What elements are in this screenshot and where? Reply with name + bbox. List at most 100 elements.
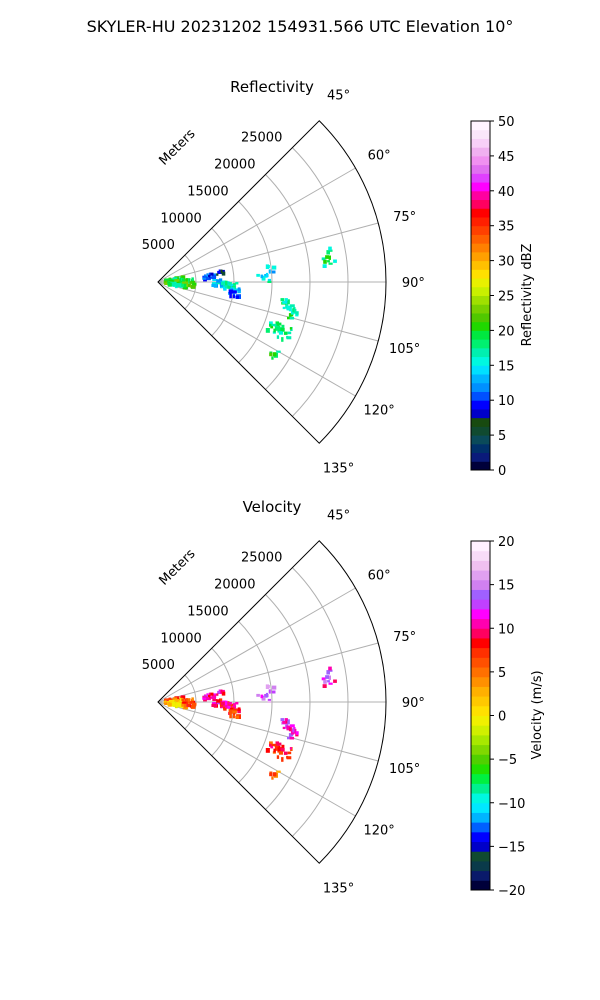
echo-gate <box>164 700 167 703</box>
echo-gate <box>172 697 178 700</box>
echo-gate <box>295 731 299 735</box>
echo-gate <box>170 702 175 707</box>
colorbar-segment <box>471 129 490 139</box>
echo-gate <box>181 278 185 282</box>
azimuth-gridline <box>157 222 379 283</box>
echo-gate <box>192 282 197 286</box>
colorbar-segment <box>471 608 490 620</box>
echo-gate <box>269 321 273 326</box>
echo-gate <box>174 279 180 282</box>
azimuth-tick-label: 120° <box>363 404 394 419</box>
echo-gate <box>275 321 279 326</box>
colorbar-segment <box>471 234 490 244</box>
echo-gate <box>206 697 210 700</box>
echo-gate <box>202 697 207 700</box>
range-tick-label: 5000 <box>142 658 175 673</box>
echo-gate <box>277 742 282 746</box>
colorbar-segment <box>471 734 490 746</box>
echo-gate <box>286 756 292 760</box>
range-tick-label: 10000 <box>160 211 201 226</box>
echo-gate <box>271 690 276 694</box>
echo-gate <box>323 679 327 684</box>
echo-gate <box>265 692 268 697</box>
figure-title: SKYLER-HU 20231202 154931.566 UTC Elevat… <box>87 17 514 36</box>
range-tick-label: 5000 <box>142 238 175 253</box>
radar-echoes <box>163 246 337 360</box>
echo-gate <box>277 322 282 326</box>
echo-gate <box>216 282 222 285</box>
colorbar-segment <box>471 657 490 668</box>
echo-gate <box>217 690 221 694</box>
echo-gate <box>172 699 175 702</box>
colorbar-segment <box>471 705 490 716</box>
echo-gate <box>172 277 178 280</box>
reflectivity-range-axis-label: Meters <box>157 126 199 168</box>
colorbar-segment <box>471 190 490 201</box>
echo-gate <box>277 327 282 332</box>
echo-gate <box>289 724 295 728</box>
azimuth-gridline <box>157 642 379 703</box>
colorbar-segment <box>471 570 490 581</box>
colorbar-tick-label: 15 <box>498 359 515 374</box>
echo-gate <box>267 278 271 282</box>
colorbar-segment <box>471 155 490 166</box>
echo-gate <box>327 260 330 263</box>
echo-gate <box>220 269 223 274</box>
echo-gate <box>276 335 280 339</box>
colorbar-segment <box>471 391 490 401</box>
echo-gate <box>216 693 219 696</box>
echo-gate <box>269 323 272 327</box>
echo-gate <box>208 272 211 277</box>
echo-gate <box>217 270 221 274</box>
echo-gate <box>292 728 295 733</box>
reflectivity-title: Reflectivity <box>230 78 314 96</box>
echo-gate <box>235 715 239 719</box>
echo-gate <box>328 255 331 260</box>
echo-gate <box>208 274 211 279</box>
colorbar-tick-label: 0 <box>498 464 506 479</box>
colorbar-segment <box>471 339 490 349</box>
echo-gate <box>269 352 273 357</box>
echo-gate <box>287 331 292 335</box>
colorbar-segment <box>471 686 490 697</box>
echo-gate <box>224 280 228 286</box>
colorbar-segment <box>471 216 490 227</box>
colorbar-segment <box>471 321 490 331</box>
colorbar-segment <box>471 356 490 366</box>
colorbar-tick-label: 35 <box>498 220 515 235</box>
echo-gate <box>260 694 264 699</box>
echo-gate <box>282 301 286 304</box>
colorbar-tick-label: 5 <box>498 429 506 444</box>
echo-gate <box>281 757 284 762</box>
azimuth-tick-label: 75° <box>393 210 416 225</box>
echo-gate <box>260 274 264 279</box>
echo-gate <box>232 714 235 719</box>
echo-gate <box>190 285 196 289</box>
reflectivity-colorbar: 0 5 10 15 20 25 30 35 40 45 50 <box>470 115 515 479</box>
echo-gate <box>182 281 187 284</box>
azimuth-tick-label: 60° <box>368 568 391 583</box>
echo-gate <box>228 289 234 294</box>
echo-gate <box>289 747 292 750</box>
echo-gate <box>187 704 192 708</box>
echo-gate <box>276 755 280 759</box>
colorbar-segment <box>471 783 490 794</box>
colorbar-segment <box>471 382 490 392</box>
echo-gate <box>211 703 217 707</box>
echo-gate <box>274 746 279 751</box>
echo-gate <box>275 741 279 746</box>
echo-gate <box>261 276 266 281</box>
echo-gate <box>326 670 330 675</box>
echo-gate <box>280 298 285 302</box>
echo-gate <box>175 283 181 288</box>
colorbar-tick-label: 45 <box>498 150 515 165</box>
echo-gate <box>223 705 228 709</box>
colorbar-segment <box>471 295 490 305</box>
colorbar-segment <box>471 763 490 775</box>
colorbar-segment <box>471 286 490 296</box>
azimuth-gridline <box>157 587 356 703</box>
echo-gate <box>272 772 277 777</box>
azimuth-tick-label: 45° <box>327 88 350 103</box>
echo-gate <box>211 274 216 280</box>
reflectivity-panel: Reflectivity Meters 5000 10000 15000 20000 2… <box>142 78 535 479</box>
